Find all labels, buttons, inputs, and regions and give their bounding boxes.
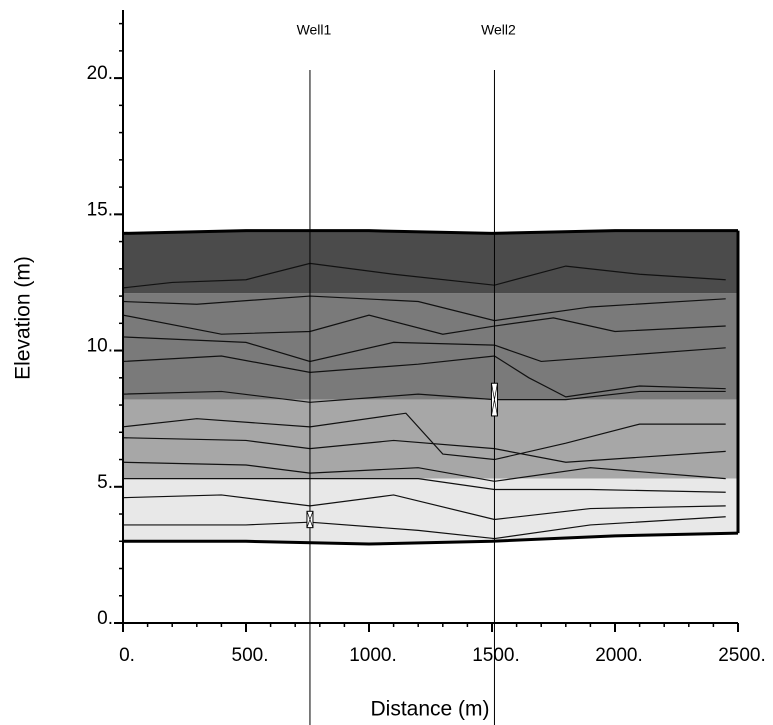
y-axis-title: Elevation (m) (12, 256, 35, 380)
horizon (123, 516, 726, 540)
y-tick-label: 5. (97, 472, 113, 493)
x-tick-label: 0. (119, 645, 135, 666)
horizon (123, 412, 726, 461)
x-tick-label: 2000. (595, 645, 643, 666)
x-axis-title: Distance (m) (370, 698, 489, 721)
horizon (123, 295, 726, 322)
y-tick-label: 15. (87, 199, 113, 220)
layer-band (123, 478, 738, 544)
horizon (123, 262, 726, 289)
x-tick-label: 2500. (718, 645, 766, 666)
horizon (123, 494, 726, 521)
x-tick-label: 1000. (349, 645, 397, 666)
horizon (123, 390, 726, 403)
layer-band (123, 399, 738, 479)
surface (122, 229, 738, 235)
x-tick-label: 1500. (472, 645, 520, 666)
well-label: Well2 (481, 22, 516, 38)
well-screen-x (306, 511, 314, 528)
surface (123, 531, 739, 546)
horizon (123, 336, 726, 363)
section (123, 230, 738, 544)
layer-band (123, 293, 738, 400)
horizon (123, 437, 726, 463)
x-tick-label: 500. (232, 645, 269, 666)
y-tick-label: 10. (87, 336, 113, 357)
layer-band (123, 230, 738, 294)
y-tick-label: 0. (97, 608, 113, 629)
y-tick-label: 20. (87, 63, 113, 84)
horizon (123, 314, 726, 335)
horizon (123, 461, 726, 482)
well-label: Well1 (297, 22, 332, 38)
horizon (123, 478, 726, 493)
well-screen-x (491, 383, 498, 417)
